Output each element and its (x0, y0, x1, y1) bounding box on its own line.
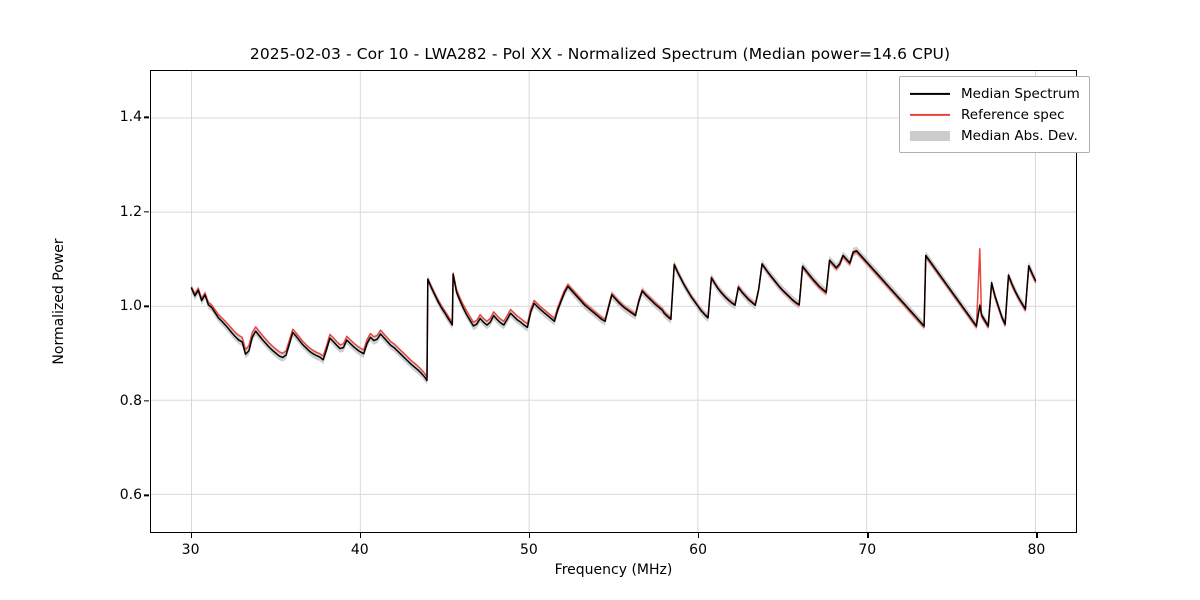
y-tick-label: 0.6 (119, 487, 142, 504)
legend-item-median-spectrum: Median Spectrum (908, 83, 1080, 104)
y-tick-mark (144, 211, 149, 213)
plot-svg (151, 71, 1076, 532)
legend-label: Median Abs. Dev. (961, 127, 1078, 144)
x-tick-mark (528, 533, 531, 538)
x-tick-mark (190, 533, 192, 538)
x-tick-label: 70 (858, 542, 877, 558)
legend-swatch-line-icon (908, 108, 952, 122)
y-tick-mark (144, 116, 149, 118)
legend-label: Median Spectrum (961, 85, 1080, 102)
y-tick-label: 1.2 (119, 203, 142, 220)
y-axis-label: Normalized Power (51, 238, 67, 365)
reference-spec-line (190, 248, 1037, 378)
x-tick-label: 40 (350, 542, 369, 558)
y-tick-label: 0.8 (119, 392, 142, 409)
legend-item-reference-spec: Reference spec (908, 104, 1080, 125)
x-axis-label: Frequency (MHz) (554, 562, 673, 578)
legend-swatch-patch-icon (908, 129, 952, 143)
x-tick-label: 50 (519, 542, 538, 558)
chart-legend: Median Spectrum Reference spec Median Ab… (899, 76, 1090, 153)
median-abs-dev-band (191, 246, 1036, 385)
legend-swatch-line-icon (908, 87, 952, 101)
x-tick-mark (359, 533, 362, 538)
legend-item-median-abs-dev: Median Abs. Dev. (908, 125, 1080, 146)
y-tick-label: 1.0 (119, 298, 142, 315)
y-tick-label: 1.4 (119, 109, 142, 126)
chart-title: 2025-02-03 - Cor 10 - LWA282 - Pol XX - … (249, 45, 951, 63)
legend-label: Reference spec (961, 106, 1065, 123)
x-tick-mark (867, 533, 869, 538)
gridlines (151, 71, 1076, 532)
y-axis-ticks: 0.6 0.8 1.0 1.2 1.4 (76, 70, 149, 533)
median-spectrum-line (190, 249, 1037, 382)
x-tick-label: 60 (689, 542, 707, 558)
x-tick-label: 80 (1027, 542, 1046, 558)
x-tick-mark (698, 533, 700, 538)
x-axis-ticks: 30 40 50 60 70 80 (150, 533, 1077, 573)
y-tick-mark (144, 400, 149, 402)
x-tick-label: 30 (181, 542, 200, 558)
x-tick-mark (1036, 533, 1038, 538)
y-tick-mark (144, 494, 149, 496)
y-tick-mark (144, 305, 149, 307)
